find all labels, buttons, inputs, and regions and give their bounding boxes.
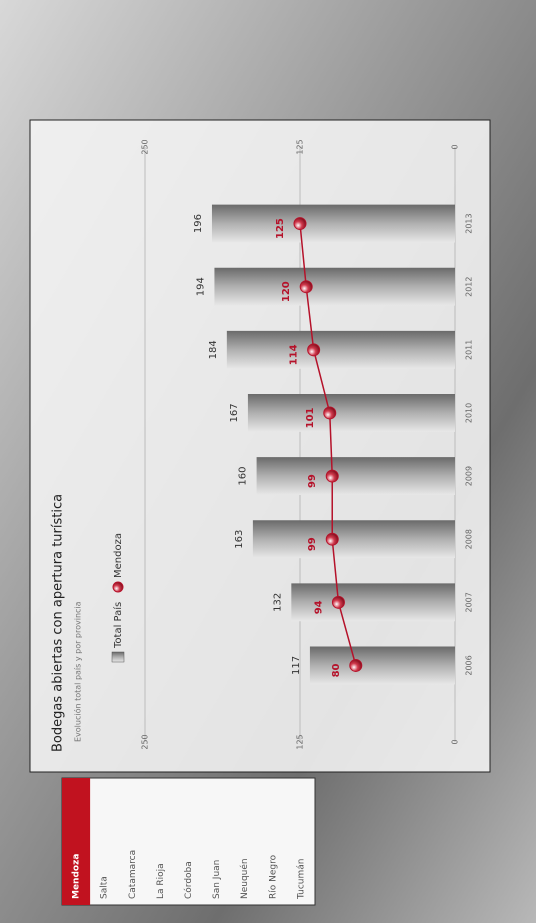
province-menu: Mendoza Salta Catamarca La Rioja Córdoba San … (61, 777, 316, 906)
y-tick-label: 0 (451, 739, 460, 744)
legend-swatch (111, 651, 125, 663)
menu-item[interactable]: Río Negro (268, 854, 278, 899)
line-value-label: 99 (307, 474, 318, 488)
bar-value-label: 196 (193, 214, 204, 233)
menu-item-selected (62, 778, 91, 905)
line-point (349, 658, 363, 672)
bar (226, 330, 455, 369)
line-value-label: 99 (307, 537, 318, 551)
bar (309, 646, 456, 685)
bar-value-label: 194 (195, 277, 206, 296)
line-value-label: 80 (331, 663, 342, 677)
line-value-label: 120 (281, 281, 292, 302)
x-tick-label: 2006 (465, 655, 474, 675)
x-tick-label: 2011 (465, 340, 474, 360)
menu-item[interactable]: La Rioja (156, 863, 166, 899)
menu-item[interactable]: Mendoza (72, 854, 82, 899)
menu-item[interactable]: Salta (100, 876, 110, 899)
bar (214, 267, 455, 306)
chart: Bodegas abiertas con apertura turística … (51, 139, 474, 752)
line-point (325, 469, 339, 483)
line-value-label: 94 (313, 600, 324, 614)
bar (247, 394, 455, 432)
bar-value-label: 184 (208, 340, 219, 359)
menu-item[interactable]: San Juan (212, 860, 222, 899)
bar-value-label: 163 (234, 530, 245, 549)
line-point (323, 406, 337, 420)
line-value-label: 125 (275, 218, 286, 239)
y-tick-label: 0 (451, 144, 460, 149)
menu-item[interactable]: Córdoba (183, 861, 194, 899)
menu-item[interactable]: Neuquén (239, 858, 250, 899)
y-tick-label: 250 (141, 734, 150, 749)
y-tick-label: 125 (296, 734, 305, 749)
legend-label: Mendoza (113, 533, 124, 578)
line-point (331, 595, 345, 609)
menu-item[interactable]: Catamarca (128, 850, 138, 899)
line-point (299, 280, 313, 294)
bar (252, 520, 455, 559)
bar-value-label: 160 (238, 467, 249, 486)
chart-subtitle: Evolución total país y por provincia (73, 601, 83, 742)
line-value-label: 101 (305, 407, 316, 428)
y-tick-label: 250 (141, 139, 150, 154)
menu-item[interactable]: Tucumán (296, 859, 306, 900)
x-tick-label: 2012 (465, 277, 474, 297)
x-tick-label: 2008 (465, 529, 474, 549)
line (299, 223, 357, 666)
bar-value-label: 167 (229, 403, 240, 422)
legend-label: Total País (112, 602, 124, 649)
x-tick-label: 2010 (465, 403, 474, 423)
bar (211, 204, 455, 243)
bar (291, 583, 455, 622)
line-point (325, 532, 339, 546)
y-tick-label: 125 (296, 139, 305, 154)
chart-title: Bodegas abiertas con apertura turística (51, 494, 66, 752)
x-tick-label: 2007 (465, 592, 474, 612)
bar (256, 457, 455, 495)
legend-swatch (112, 581, 124, 593)
bar-value-label: 132 (272, 593, 283, 612)
line-value-label: 114 (289, 344, 300, 365)
x-tick-label: 2013 (465, 213, 474, 233)
line-point (293, 217, 307, 231)
bar-value-label: 117 (291, 656, 302, 675)
x-tick-label: 2009 (465, 466, 474, 486)
line-point (307, 343, 321, 357)
